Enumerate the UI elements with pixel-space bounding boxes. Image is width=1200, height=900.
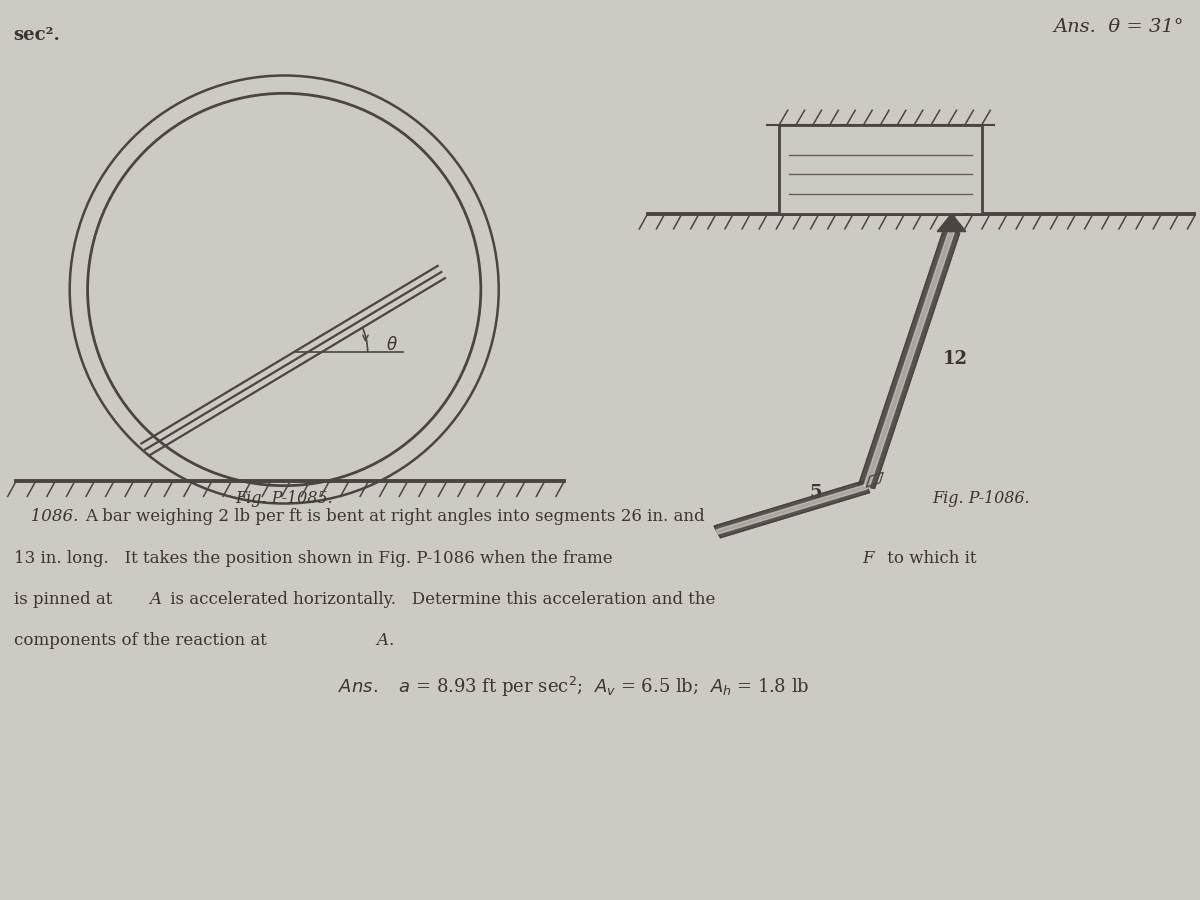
Text: Fig. P-1086.: Fig. P-1086. [932,491,1030,507]
Text: Fig. P-1085.: Fig. P-1085. [235,491,334,507]
Polygon shape [864,231,954,487]
Text: A bar weighing 2 lb per ft is bent at right angles into segments 26 in. and: A bar weighing 2 lb per ft is bent at ri… [85,508,704,525]
Polygon shape [937,213,966,231]
Text: 12: 12 [942,350,967,368]
Text: F: F [874,158,888,177]
Text: A: A [966,189,980,207]
Text: $\mathit{Ans.}$   $a$ = 8.93 ft per sec$^2$;  $A_v$ = 6.5 lb;  $A_h$ = 1.8 lb: $\mathit{Ans.}$ $a$ = 8.93 ft per sec$^2… [338,675,809,698]
Text: 13 in. long.   It takes the position shown in Fig. P-1086 when the frame: 13 in. long. It takes the position shown… [13,550,612,567]
Text: F: F [862,550,874,567]
Polygon shape [714,481,870,537]
Text: 1086.: 1086. [13,508,78,525]
Text: is accelerated horizontally.   Determine this acceleration and the: is accelerated horizontally. Determine t… [166,591,715,608]
Text: $\theta$: $\theta$ [385,336,397,354]
Polygon shape [858,230,960,489]
Text: A: A [376,632,388,649]
Text: .: . [388,632,394,649]
Text: to which it: to which it [882,550,977,567]
Text: 5: 5 [810,484,822,502]
Text: Ans.  θ = 31°: Ans. θ = 31° [1054,17,1184,35]
Bar [779,124,982,213]
Polygon shape [716,485,868,534]
Text: A: A [150,591,162,608]
Text: is pinned at: is pinned at [13,591,112,608]
Text: components of the reaction at: components of the reaction at [13,632,266,649]
Text: sec².: sec². [13,26,60,44]
